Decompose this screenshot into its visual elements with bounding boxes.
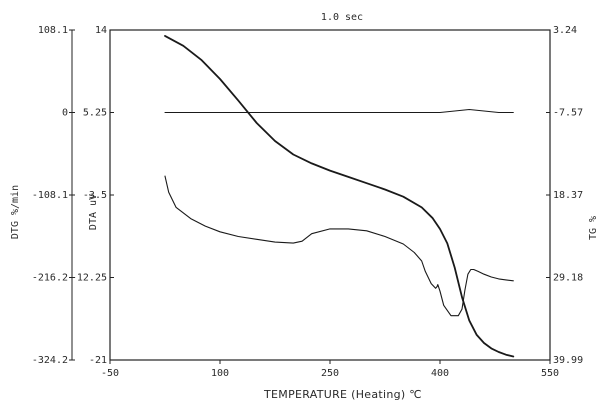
x-tick-label: 550 [541, 368, 559, 379]
x-tick-label: 400 [431, 368, 449, 379]
dtg-tick-label: -108.1 [32, 190, 68, 201]
dta-tick-label: 14 [95, 25, 107, 36]
dta-axis-label: DTA uV [88, 194, 99, 230]
tg-tick-label: 3.24 [553, 25, 577, 36]
dtg-tick-label: 0 [62, 108, 68, 119]
dtg-tick-label: -324.2 [32, 355, 68, 366]
axes: -50 100 250 400 550 108.1 0 -108.1 -216.2 -324.2 1… [32, 25, 583, 379]
dta-tick-label: 5.25 [83, 108, 107, 119]
series-layer [164, 35, 515, 358]
tg-curve [164, 35, 515, 358]
tg-tick-label: 39.99 [553, 355, 583, 366]
dtg-axis-label: DTG %/min [10, 185, 21, 239]
dta-tick-label: -12.25 [71, 273, 107, 284]
dta-tick-label: -21 [89, 355, 107, 366]
x-tick-label: 250 [321, 368, 339, 379]
dta-tick-label: -3.5 [83, 190, 107, 201]
dta-curve [164, 175, 514, 317]
dtg-tick-label: 108.1 [38, 25, 68, 36]
dtg-tick-label: -216.2 [32, 273, 68, 284]
tg-axis-label: TG % [588, 216, 599, 240]
tg-tick-label: 18.37 [553, 190, 583, 201]
plot-frame-rect [109, 29, 551, 361]
tg-tick-label: 29.18 [553, 273, 583, 284]
x-tick-label: -50 [101, 368, 119, 379]
dtg-curve [164, 108, 514, 114]
chart-title: 1.0 sec [321, 12, 363, 23]
plot-frame [109, 29, 551, 361]
x-tick-label: 100 [211, 368, 229, 379]
x-axis-label: TEMPERATURE (Heating) ℃ [263, 388, 422, 401]
tg-tick-label: -7.57 [553, 108, 583, 119]
